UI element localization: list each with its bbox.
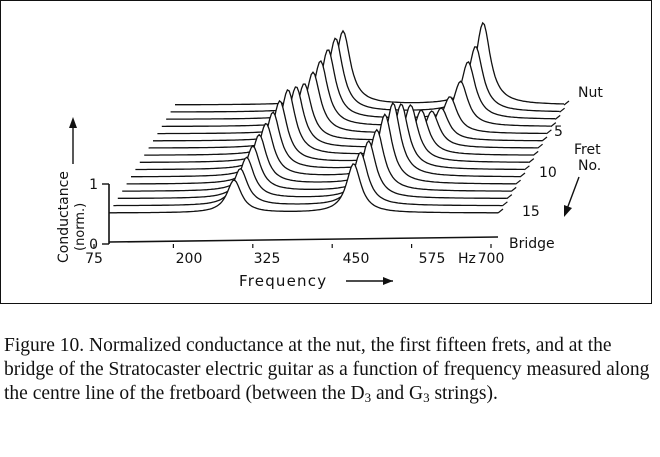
fret-scale-tick (559, 107, 565, 113)
curve-fret-4 (157, 71, 547, 135)
y-tick-label-1: 1 (89, 177, 98, 193)
curve-stack (108, 21, 570, 243)
curve-fret-13 (117, 139, 507, 199)
curve-bridge (108, 236, 499, 243)
fret-scale-tick (502, 201, 508, 207)
fret-scale-tick (519, 172, 526, 178)
fret-scale-tick (550, 122, 557, 128)
x-tick-label-75: 75 (85, 251, 103, 267)
curve-mask-fret-5 (153, 84, 542, 144)
y-axis-label: Conductance (56, 171, 72, 263)
bridge-label: Bridge (509, 236, 555, 252)
curve-fret-12 (122, 128, 512, 192)
curve-fret-0 (175, 21, 564, 106)
fret-axis-label-line2: No. (578, 158, 601, 174)
curve-fret-3 (161, 59, 551, 128)
fret-scale-tick (541, 136, 548, 142)
curve-fret-14 (113, 151, 503, 207)
caption-text-1: Figure 10. Normalized conductance at the… (4, 335, 650, 404)
fret-tick-label-15: 15 (522, 204, 540, 220)
curve-fret-9 (135, 103, 525, 171)
fret-tick-label-10: 10 (539, 165, 557, 181)
x-tick-label-450: 450 (343, 251, 370, 267)
curve-fret-1 (170, 37, 560, 113)
x-unit-label: Hz (458, 251, 476, 267)
caption-subscript-d: 3 (364, 390, 372, 405)
curve-fret-11 (126, 113, 516, 185)
fret-scale-tick (528, 158, 535, 164)
fret-axis-label-line1: Fret (574, 142, 601, 158)
waterfall-chart: 0 1 75 200 325 450 575 Hz 700 Frequency … (56, 21, 603, 290)
x-axis-arrowhead (383, 277, 393, 285)
curve-fret-7 (144, 88, 534, 156)
curve-fret-6 (148, 86, 538, 149)
fret-scale-tick (546, 129, 552, 135)
curve-mask-fret-6 (148, 87, 538, 152)
curve-mask-fret-0 (175, 22, 564, 108)
nut-label: Nut (578, 85, 603, 101)
caption-text-2: and G (371, 383, 424, 404)
curve-fret-8 (139, 99, 529, 163)
figure-caption: Figure 10. Normalized conductance at the… (4, 334, 654, 406)
fret-scale-tick (563, 100, 570, 106)
curve-fret-2 (166, 49, 556, 120)
fret-scale-tick (497, 208, 504, 214)
fret-scale-tick (506, 194, 513, 200)
fret-scale-tick (515, 179, 521, 185)
fret-axis-arrow (566, 176, 580, 210)
figure-frame: 0 1 75 200 325 450 575 Hz 700 Frequency … (0, 0, 652, 304)
curve-fret-15 (109, 163, 498, 214)
fret-scale-tick (554, 114, 561, 120)
fret-scale-tick (537, 143, 543, 149)
x-tick-group (93, 244, 492, 248)
curve-mask-fret-4 (157, 72, 547, 137)
caption-subscript-g: 3 (423, 390, 430, 405)
x-axis-label: Frequency (239, 272, 327, 290)
x-tick-label-200: 200 (176, 251, 203, 267)
x-tick-label-325: 325 (254, 251, 281, 267)
fret-tick-label-5: 5 (554, 124, 563, 140)
y-axis-unit: (norm.) (73, 203, 88, 251)
curve-fret-5 (153, 83, 542, 142)
fret-scale-tick (524, 165, 530, 171)
caption-text-3: strings). (429, 383, 498, 404)
x-tick-label-700: 700 (478, 251, 505, 267)
y-axis-arrowhead (69, 117, 77, 128)
fret-axis-arrowhead (564, 205, 572, 217)
fret-scale-tick (510, 186, 517, 192)
x-tick-label-575: 575 (419, 251, 446, 267)
fret-scale-tick (532, 150, 539, 156)
curve-fret-10 (131, 101, 520, 178)
